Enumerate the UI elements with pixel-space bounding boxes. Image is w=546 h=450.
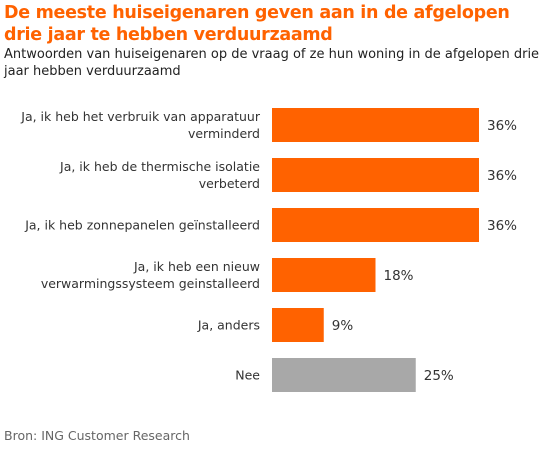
value-label-1: 36% xyxy=(487,168,517,184)
category-label-0: Ja, ik heb het verbruik van apparatuur ve… xyxy=(20,109,261,141)
category-label-2: Ja, ik heb zonnepanelen geïnstalleerd xyxy=(24,218,260,233)
bar-chart: 36% Ja, ik heb het verbruik van apparatuu… xyxy=(20,108,517,392)
value-label-3: 18% xyxy=(384,268,414,284)
category-label-4: Ja, anders xyxy=(197,318,260,333)
value-label-0: 36% xyxy=(487,118,517,134)
source-note: Bron: ING Customer Research xyxy=(4,428,190,443)
category-label-1: Ja, ik heb de thermische isolatie verbete… xyxy=(59,159,260,191)
category-label-5: Nee xyxy=(235,368,260,383)
value-label-4: 9% xyxy=(332,318,354,334)
bar-2 xyxy=(272,208,479,242)
chart-subtitle: Antwoorden van huiseigenaren op de vraag… xyxy=(4,47,540,79)
category-label-3: Ja, ik heb een nieuw verwarmingssysteem g… xyxy=(41,259,260,291)
bar-1 xyxy=(272,158,479,192)
bar-4 xyxy=(272,308,324,342)
bar-3 xyxy=(272,258,376,292)
value-label-5: 25% xyxy=(424,368,454,384)
value-label-2: 36% xyxy=(487,218,517,234)
bar-0 xyxy=(272,108,479,142)
bar-5 xyxy=(272,358,416,392)
chart-title: De meeste huiseigenaren geven aan in de … xyxy=(4,3,510,45)
